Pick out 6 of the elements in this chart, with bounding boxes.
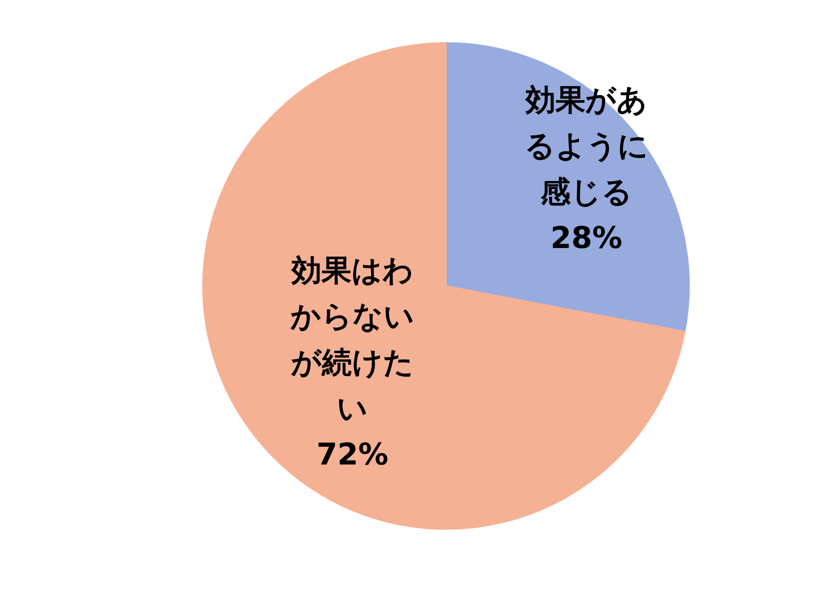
- data-label: 28%: [550, 220, 622, 256]
- pie-slice: [445, 42, 690, 332]
- slice-label: 効果はわからないが続けたい: [289, 253, 414, 426]
- pie-slice: [202, 42, 686, 530]
- data-label: 72%: [316, 437, 388, 472]
- slice-label: 効果があるように感じる: [524, 82, 648, 210]
